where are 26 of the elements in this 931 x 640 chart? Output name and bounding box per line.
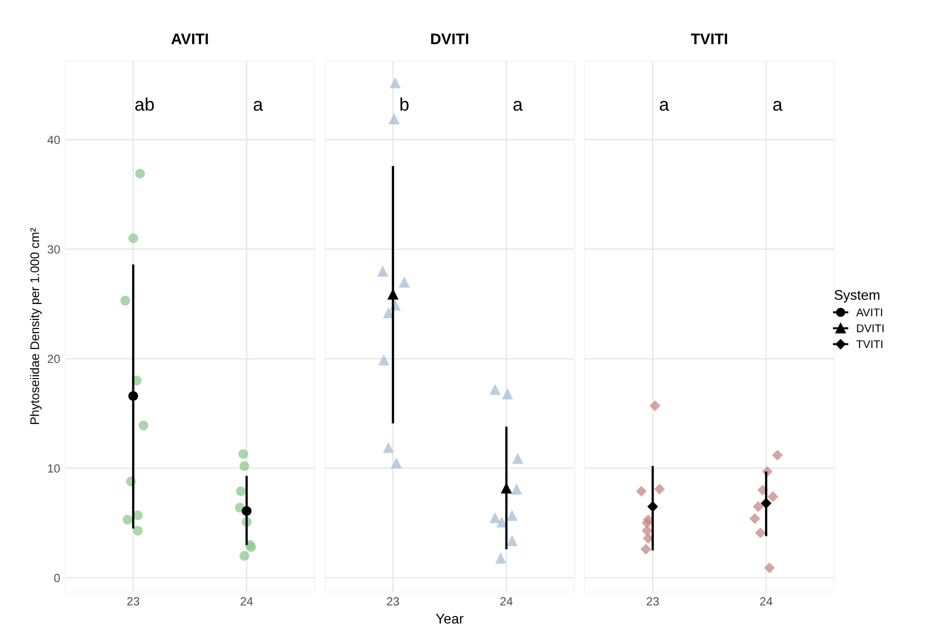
legend-label: AVITI [856,308,882,316]
annotation: ab [135,98,154,111]
x-tick-label: 23 [386,597,400,606]
y-tick-label: 30 [48,245,60,254]
y-axis-title: Phytoseiidae Density per 1.000 cm² [30,228,42,424]
annotation: a [773,100,782,111]
annotation: a [660,100,670,111]
legend-title: System [834,290,880,303]
x-tick-label: 24 [240,597,253,606]
y-tick-label: 20 [48,354,60,364]
annotation: a [513,100,523,111]
x-axis-title: Year [436,614,464,624]
chart-title: DVITI [431,34,468,44]
x-tick-label: 23 [127,597,140,606]
x-tick-label: 24 [500,597,513,606]
chart-title: AVITI [171,34,208,44]
text: TVITI [856,340,882,348]
y-tick-label: 0 [54,574,60,582]
annotation: a [254,100,263,111]
chart-title: TVITI [690,34,728,44]
y-tick-label: 10 [48,464,60,473]
legend-label: DVITI [857,324,884,332]
x-tick-label: 23 [646,597,659,606]
y-tick-label: 40 [47,136,60,144]
x-tick-label: 24 [760,597,772,606]
annotation: b [400,98,409,111]
